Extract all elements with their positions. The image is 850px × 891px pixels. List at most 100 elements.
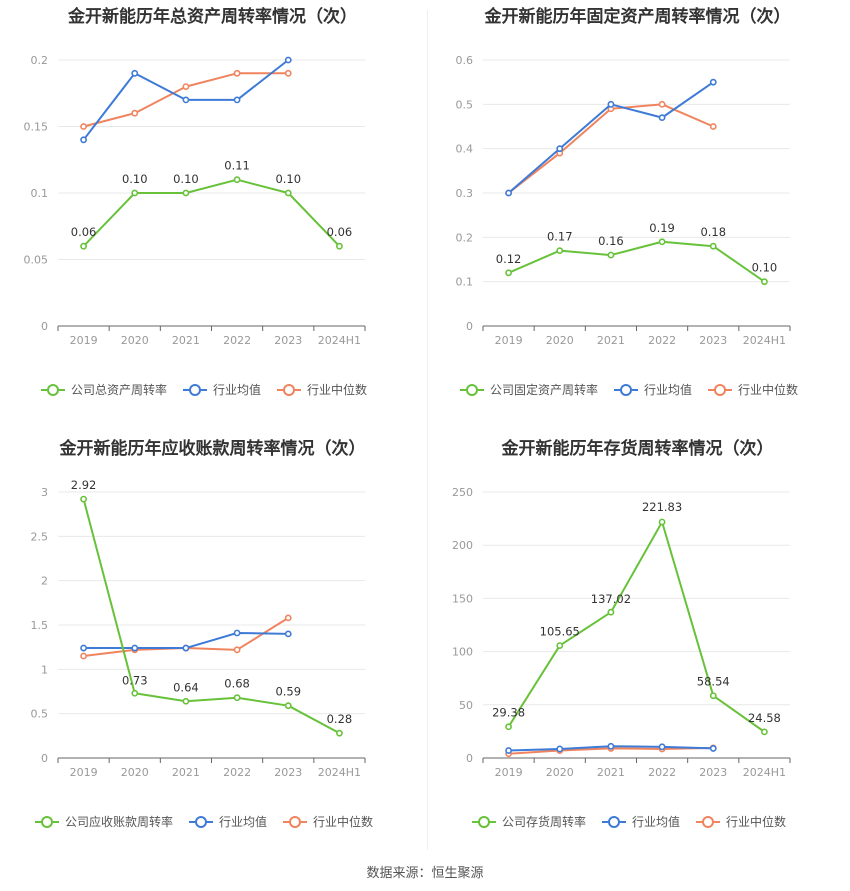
- legend-label: 行业中位数: [313, 814, 373, 829]
- data-point: [182, 83, 190, 90]
- data-point: [80, 495, 87, 503]
- x-tick-label: 2022: [648, 334, 676, 347]
- x-tick-label: 2019: [70, 334, 98, 347]
- data-point: [233, 69, 241, 77]
- data-label: 0.11: [224, 159, 250, 173]
- panel-divider: [427, 10, 428, 850]
- x-tick-label: 2021: [172, 334, 200, 347]
- data-point: [233, 646, 241, 654]
- legend-item: 行业均值: [602, 814, 680, 829]
- y-tick-label: 1: [41, 663, 48, 676]
- data-point: [658, 238, 666, 246]
- data-point: [80, 136, 87, 144]
- legend-marker: [478, 816, 490, 828]
- x-tick-label: 2022: [648, 766, 676, 779]
- legend-label: 行业中位数: [307, 382, 367, 397]
- y-tick-label: 0.15: [24, 121, 49, 134]
- y-tick-label: 0.5: [31, 708, 49, 721]
- y-tick-label: 2.5: [31, 530, 49, 543]
- legend-item: 行业中位数: [283, 814, 373, 829]
- x-tick-label: 2021: [597, 766, 625, 779]
- data-label: 0.28: [327, 712, 353, 726]
- legend-label: 行业均值: [644, 382, 692, 397]
- data-source-note: 数据来源：恒生聚源: [366, 866, 484, 881]
- data-point: [505, 723, 512, 731]
- data-point: [284, 69, 292, 77]
- data-point: [284, 56, 292, 64]
- data-label: 0.17: [547, 230, 573, 244]
- data-point: [709, 123, 717, 130]
- legend-marker: [608, 816, 620, 828]
- x-tick-label: 2019: [70, 766, 98, 779]
- data-point: [182, 96, 190, 104]
- x-tick-label: 2020: [546, 334, 574, 347]
- legend-label: 行业均值: [213, 382, 261, 397]
- series-line-0: [508, 240, 765, 283]
- data-point: [233, 96, 241, 104]
- data-point: [336, 729, 343, 737]
- data-label: 2.92: [71, 478, 97, 492]
- data-point: [556, 642, 564, 649]
- legend-label: 公司存货周转率: [502, 814, 586, 829]
- data-point: [131, 189, 139, 197]
- y-tick-label: 0.2: [456, 231, 474, 244]
- y-tick-label: 0.3: [456, 187, 474, 200]
- legend-marker: [195, 816, 207, 828]
- data-point: [80, 652, 87, 660]
- chart-svg: 0 0.1 0.2 0.3 0.4 0.5 0.6 2019 2020 2021 2022 2023 2…: [456, 54, 799, 397]
- data-label: 0.68: [224, 677, 250, 691]
- data-label: 0.73: [122, 673, 148, 687]
- y-tick-label: 200: [452, 539, 473, 552]
- legend-label: 行业均值: [219, 814, 267, 829]
- data-label: 0.10: [275, 172, 301, 186]
- data-point: [182, 189, 190, 197]
- data-point: [607, 100, 615, 108]
- y-tick-label: 0: [41, 320, 48, 333]
- chart-svg: 0 0.05 0.1 0.15 0.2 2019 2020 2021 2022 2023 2024H…: [24, 54, 368, 397]
- y-tick-label: 0.6: [456, 54, 474, 67]
- chart-title: 金开新能历年总资产周转率情况（次）: [68, 7, 357, 27]
- data-point: [709, 78, 717, 86]
- legend-item: 公司存货周转率: [472, 814, 586, 829]
- legend-item: 行业均值: [189, 814, 267, 829]
- data-point: [336, 242, 343, 250]
- data-point: [284, 189, 292, 197]
- data-point: [505, 189, 512, 197]
- data-point: [658, 100, 666, 108]
- y-tick-label: 0.5: [456, 98, 474, 111]
- legend-marker: [189, 384, 201, 396]
- data-point: [556, 745, 564, 753]
- data-point: [131, 644, 139, 652]
- data-point: [284, 630, 292, 638]
- data-point: [658, 518, 666, 526]
- x-tick-label: 2019: [495, 334, 523, 347]
- x-tick-label: 2020: [121, 334, 149, 347]
- y-tick-label: 100: [452, 646, 473, 659]
- data-point: [709, 242, 717, 250]
- y-tick-label: 3: [41, 486, 48, 499]
- chart-receivable-turnover: 金开新能历年应收账款周转率情况（次） 0 0.5 1 1.5 2 2.5 3 2019 2020…: [0, 432, 425, 864]
- legend-item: 行业中位数: [277, 382, 367, 397]
- legend-item: 行业中位数: [696, 814, 786, 829]
- y-tick-label: 0: [466, 320, 473, 333]
- data-point: [80, 123, 87, 130]
- legend-marker: [620, 384, 632, 396]
- legend-item: 行业中位数: [708, 382, 798, 397]
- chart-title: 金开新能历年存货周转率情况（次）: [501, 439, 774, 459]
- data-point: [182, 697, 190, 705]
- data-point: [761, 728, 768, 736]
- data-point: [607, 608, 615, 616]
- data-point: [556, 247, 564, 255]
- data-label: 221.83: [642, 500, 682, 514]
- data-point: [505, 269, 512, 277]
- data-point: [233, 176, 241, 184]
- legend-label: 公司应收账款周转率: [65, 814, 173, 829]
- x-tick-label: 2024H1: [318, 334, 361, 347]
- data-label: 0.06: [71, 225, 97, 239]
- data-label: 0.19: [649, 221, 675, 235]
- data-point: [709, 692, 717, 700]
- y-tick-label: 50: [459, 699, 473, 712]
- legend-item: 行业均值: [183, 382, 261, 397]
- x-tick-label: 2023: [274, 334, 302, 347]
- data-label: 58.54: [697, 675, 730, 689]
